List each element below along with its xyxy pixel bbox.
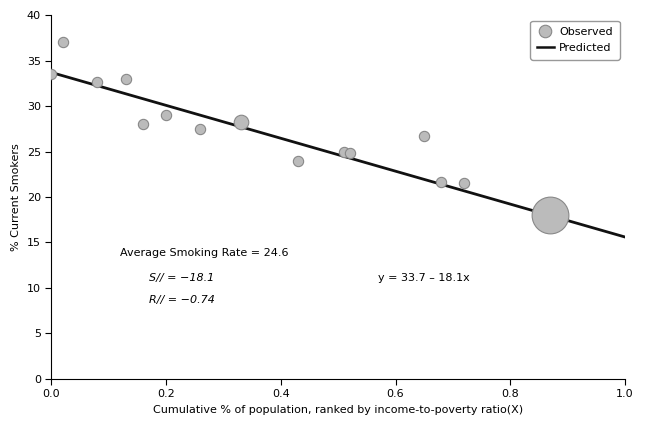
Point <box>436 178 446 185</box>
Text: R// = −0.74: R// = −0.74 <box>149 295 215 305</box>
Point <box>419 132 430 139</box>
Point <box>293 157 303 164</box>
Text: Average Smoking Rate = 24.6: Average Smoking Rate = 24.6 <box>120 248 288 258</box>
Point <box>339 148 349 155</box>
Legend: Observed, Predicted: Observed, Predicted <box>530 21 619 60</box>
Text: y = 33.7 – 18.1x: y = 33.7 – 18.1x <box>379 273 470 283</box>
Point <box>57 39 68 46</box>
Point <box>46 71 56 78</box>
Point <box>235 119 246 126</box>
Point <box>545 212 555 219</box>
Point <box>138 121 148 128</box>
Point <box>161 112 171 118</box>
Point <box>459 180 470 187</box>
Point <box>121 75 131 82</box>
Y-axis label: % Current Smokers: % Current Smokers <box>11 143 21 251</box>
Point <box>92 78 103 85</box>
X-axis label: Cumulative % of population, ranked by income-to-poverty ratio(X): Cumulative % of population, ranked by in… <box>153 405 523 415</box>
Point <box>195 125 206 132</box>
Point <box>344 150 355 157</box>
Text: S// = −18.1: S// = −18.1 <box>149 273 214 283</box>
